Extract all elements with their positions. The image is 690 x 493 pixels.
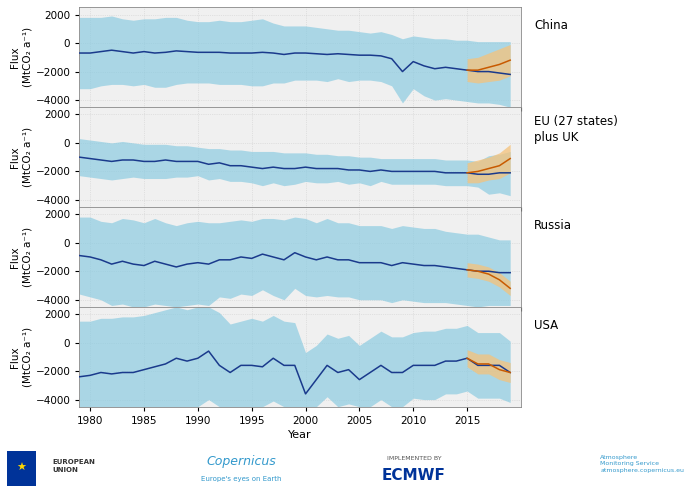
Y-axis label: Flux
(MtCO₂ a⁻¹): Flux (MtCO₂ a⁻¹) (10, 227, 32, 287)
X-axis label: Year: Year (288, 430, 312, 440)
Text: ECMWF: ECMWF (382, 467, 446, 483)
Text: Europe's eyes on Earth: Europe's eyes on Earth (201, 476, 282, 483)
Text: Copernicus: Copernicus (206, 455, 277, 468)
Text: China: China (534, 19, 568, 33)
Y-axis label: Flux
(MtCO₂ a⁻¹): Flux (MtCO₂ a⁻¹) (10, 327, 32, 387)
Text: EUROPEAN
UNION: EUROPEAN UNION (52, 459, 95, 473)
Text: EU (27 states)
plus UK: EU (27 states) plus UK (534, 115, 618, 144)
Text: USA: USA (534, 319, 558, 332)
Text: ★: ★ (17, 463, 26, 473)
Text: Atmosphere
Monitoring Service
atmosphere.copernicus.eu: Atmosphere Monitoring Service atmosphere… (600, 455, 684, 473)
Y-axis label: Flux
(MtCO₂ a⁻¹): Flux (MtCO₂ a⁻¹) (10, 127, 32, 187)
Y-axis label: Flux
(MtCO₂ a⁻¹): Flux (MtCO₂ a⁻¹) (10, 27, 32, 87)
Text: Russia: Russia (534, 219, 572, 232)
Bar (7, 451, 36, 486)
Text: IMPLEMENTED BY: IMPLEMENTED BY (386, 456, 442, 461)
